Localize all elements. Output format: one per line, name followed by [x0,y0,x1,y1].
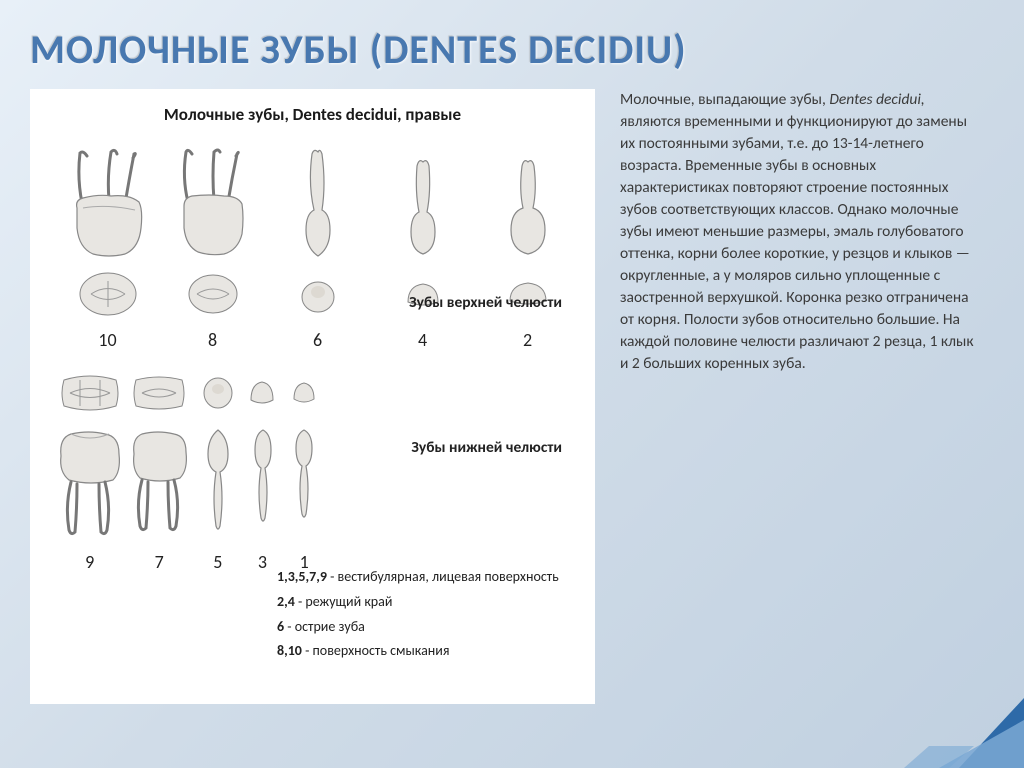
diagram-caption: Молочные зубы, Dentes decidui, правые [45,104,580,125]
lower-side-row [45,428,325,543]
tooth-lower-incisor-lateral [242,428,284,524]
tooth-lower-molar2 [55,428,125,538]
legend-3: 6 - острие зуба [277,616,562,638]
body-text: Молочные, выпадающие зубы, Dentes decidu… [620,89,980,704]
legend-1: 1,3,5,7,9 - вестибулярная, лицевая повер… [277,566,562,588]
slide-title: МОЛОЧНЫЕ ЗУБЫ (DENTES DECIDIU) [0,0,1024,89]
occ-10 [63,269,153,319]
upper-side-row [45,143,580,258]
teeth-grid: 10 8 6 4 2 Зубы верхней челюсти [45,143,580,683]
tooth-upper-molar2 [63,148,153,258]
locc-9 [55,368,124,418]
body-lead: Молочные, выпадающие зубы, [620,90,829,109]
tooth-lower-canine [194,428,242,532]
lower-jaw-label: Зубы нижней челюсти [411,438,562,457]
corner-accent-icon [904,698,1024,768]
teeth-diagram-panel: Молочные зубы, Dentes decidui, правые [30,89,595,704]
occ-6 [273,274,363,314]
tooth-upper-incisor-lateral [378,158,468,258]
content-area: Молочные зубы, Dentes decidui, правые [0,89,1024,704]
num-5: 5 [194,551,242,573]
num-2: 2 [483,329,573,351]
legend-4: 8,10 - поверхность смыкания [277,640,562,662]
tooth-lower-incisor-central [283,428,325,520]
num-10: 10 [63,329,153,351]
tooth-upper-molar1 [168,148,258,258]
tooth-lower-molar1 [125,428,194,534]
num-9: 9 [55,551,124,573]
num-7: 7 [124,551,193,573]
upper-jaw-label: Зубы верхней челюсти [409,293,562,312]
body-latin: Dentes decidui, [829,90,924,109]
tooth-upper-canine [273,148,363,258]
legend-2: 2,4 - режущий край [277,591,562,613]
lower-occlusal-row [45,365,325,420]
locc-7 [124,370,193,416]
locc-3 [242,378,284,408]
num-6: 6 [273,329,363,351]
num-4: 4 [378,329,468,351]
upper-numbers: 10 8 6 4 2 [45,329,580,351]
locc-1 [283,379,325,407]
num-8: 8 [168,329,258,351]
legend: 1,3,5,7,9 - вестибулярная, лицевая повер… [277,566,562,665]
locc-5 [194,374,242,412]
occ-8 [168,270,258,318]
body-rest: являются временными и функционируют до з… [620,112,974,373]
tooth-upper-incisor-central [483,158,573,258]
